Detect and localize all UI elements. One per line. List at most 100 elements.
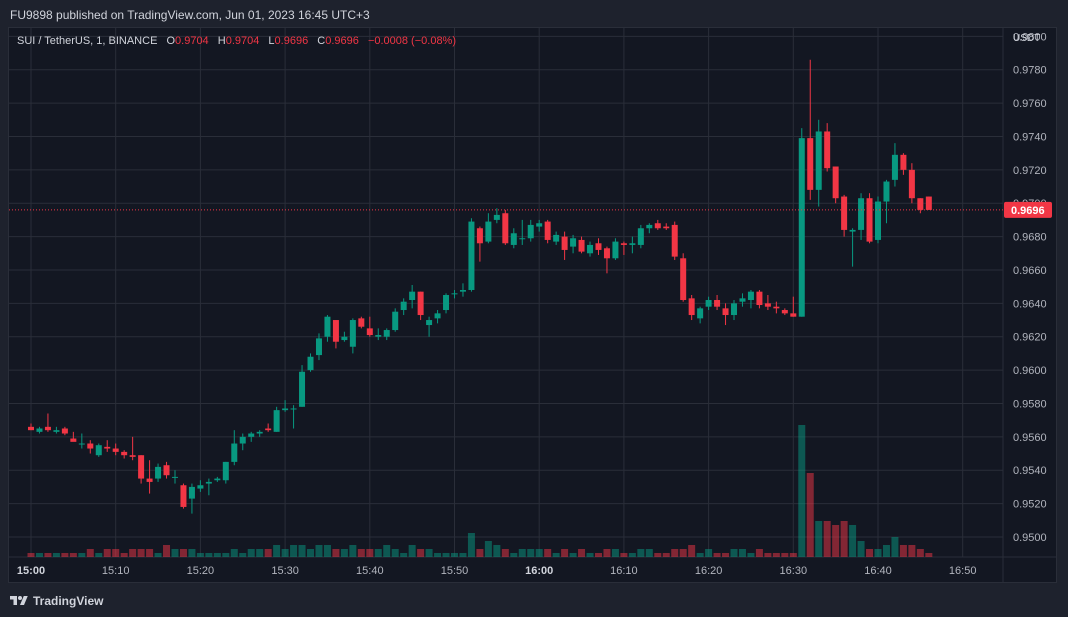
candle-body [510,233,517,245]
time-tick-label: 16:00 [525,565,553,577]
candle-body [612,241,619,259]
candle-body [570,238,577,247]
volume-bar [747,553,755,557]
candle-body [155,466,162,479]
price-tick-label: 0.9600 [1013,365,1047,377]
volume-bar [654,553,662,557]
price-tick-label: 0.9580 [1013,398,1047,410]
candle-body [815,131,822,190]
tradingview-brand[interactable]: TradingView [33,594,104,608]
candle-body [443,295,450,311]
time-tick-label: 16:40 [864,565,892,577]
time-tick-label: 15:40 [356,565,384,577]
candle-body [426,320,433,326]
volume-bar [688,545,696,557]
volume-bar [815,521,823,557]
volume-bar [459,553,467,557]
price-tick-label: 0.9640 [1013,298,1047,310]
candle-body [858,198,865,230]
candle-body [417,291,424,316]
price-tick-label: 0.9660 [1013,265,1047,277]
volume-bar [569,553,577,557]
candle-body [104,446,111,449]
candle-body [265,428,272,431]
candle-body [138,455,145,479]
candle-body [832,166,839,199]
candle-body [231,443,238,462]
candle-body [205,481,212,484]
candle-body [654,223,661,229]
high-value: 0.9704 [225,35,260,47]
price-axis[interactable]: 0.9500 0.9520 0.9540 0.9560 0.9580 0.9600 0.96… [1004,31,1052,544]
time-tick-label: 16:10 [610,565,638,577]
candle-body [409,291,416,301]
volume-bar [832,525,840,557]
candle-body [841,196,848,230]
time-tick-label: 16:50 [949,565,977,577]
candle-body [315,338,322,356]
price-tick-label: 0.9760 [1013,98,1047,110]
candle-body [502,213,509,244]
candle-body [603,248,610,259]
price-tick-label: 0.9520 [1013,499,1047,511]
candle-body [798,138,805,317]
volume-bar [154,553,162,557]
volume-bar [755,549,763,557]
volume-bar [916,549,924,557]
candle-body [739,298,746,302]
candle-body [747,291,754,301]
low-label: L [268,35,275,47]
candle-body [544,221,551,240]
volume-bar [594,553,602,557]
price-tick-label: 0.9780 [1013,65,1047,77]
candle-body [273,410,280,432]
candle-body [731,303,738,316]
volume-bar [866,549,874,557]
volume-bar [69,553,77,557]
volume-bar [730,549,738,557]
candle-body [807,138,814,190]
candle-body [917,198,924,210]
candle-body [70,438,77,442]
volume-bar [603,549,611,557]
volume-bar [78,553,86,557]
candle-body [561,236,568,250]
candle-body [87,443,94,449]
volume-bar [273,545,281,557]
volume-bar [357,549,365,557]
volume-bar [705,549,713,557]
candle-body [180,485,187,507]
candle-body [129,455,136,457]
candle-body [587,244,594,254]
time-axis[interactable]: 15:00 15:10 15:20 15:30 15:40 15:50 16:00 16:10… [17,565,977,577]
candle-body [688,298,695,316]
volume-bar [738,549,746,557]
price-tick-label: 0.9620 [1013,332,1047,344]
candle-body [290,408,297,410]
volume-bar [213,553,221,557]
volume-bar [171,549,179,557]
candle-body [28,426,34,431]
candle-body [578,239,585,252]
price-tick-label: 0.9680 [1013,232,1047,244]
time-tick-label: 16:20 [695,565,723,577]
candle-body [299,371,306,407]
currency-label[interactable]: USDT [1013,33,1041,44]
volume-bar [264,549,272,557]
high-label: H [217,35,226,47]
volume-bar [840,521,848,557]
candle-body [366,328,373,336]
volume-bar [349,545,357,557]
candle-body [527,224,534,239]
symbol-name[interactable]: SUI / TetherUS, 1, BINANCE [17,35,158,47]
candle-body [620,243,627,245]
volume-bar [239,553,247,557]
price-tick-label: 0.9800 [1013,31,1047,43]
candle-body [722,308,729,316]
volume-bar [442,553,450,557]
volume-bar [518,549,526,557]
tradingview-logo-icon[interactable] [9,594,29,608]
candle-body [773,306,780,309]
candle-body [875,201,881,240]
